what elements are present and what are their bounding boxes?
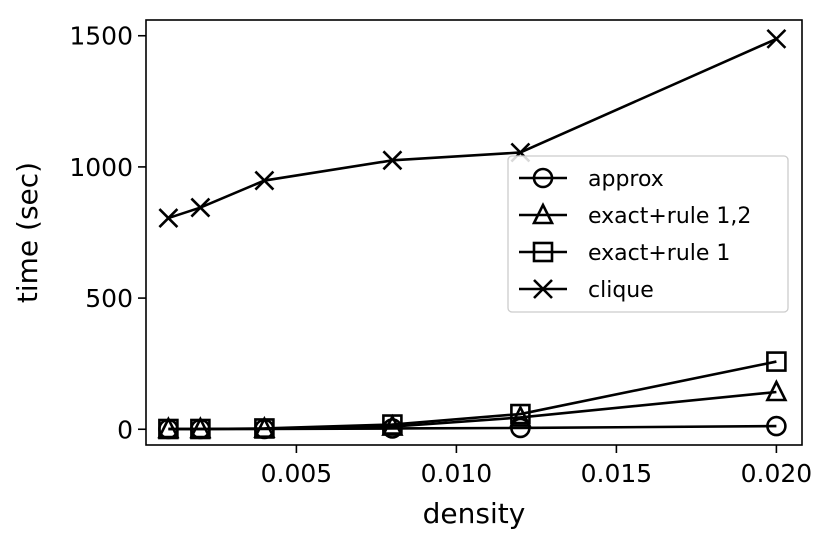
legend-label: exact+rule 1 bbox=[588, 241, 730, 266]
legend-label: approx bbox=[588, 167, 664, 192]
legend-item: exact+rule 1 bbox=[519, 241, 730, 266]
y-axis: 0 500 1000 1500 bbox=[69, 22, 146, 444]
data-point bbox=[510, 403, 531, 425]
data-point bbox=[190, 418, 211, 440]
data-point bbox=[158, 418, 179, 440]
data-point bbox=[766, 351, 787, 372]
legend-marker bbox=[532, 241, 554, 263]
legend-marker bbox=[533, 279, 553, 299]
data-point bbox=[254, 170, 275, 191]
legend: approx exact+rule 1,2 exact+rule 1 clique bbox=[507, 155, 789, 313]
y-tick-label: 1000 bbox=[69, 153, 133, 182]
legend-label: exact+rule 1,2 bbox=[588, 204, 751, 229]
legend-item: exact+rule 1,2 bbox=[519, 202, 751, 229]
x-tick-label: 0.005 bbox=[261, 459, 333, 488]
legend-box bbox=[507, 155, 789, 313]
x-axis-label: density bbox=[423, 497, 526, 530]
data-point bbox=[382, 150, 403, 171]
legend-label: clique bbox=[588, 278, 654, 303]
data-point bbox=[509, 404, 532, 427]
series-x bbox=[158, 28, 787, 228]
data-point bbox=[190, 197, 211, 218]
y-axis-label: time (sec) bbox=[11, 162, 44, 303]
data-point bbox=[254, 418, 275, 439]
y-tick-label: 0 bbox=[117, 415, 133, 444]
x-tick-label: 0.020 bbox=[741, 459, 813, 488]
data-point bbox=[510, 417, 531, 439]
legend-marker bbox=[532, 167, 554, 189]
plot-frame bbox=[145, 19, 803, 446]
x-tick-label: 0.015 bbox=[581, 459, 653, 488]
series-line bbox=[168, 390, 777, 431]
y-tick-label: 500 bbox=[85, 284, 133, 313]
y-tick-label: 1500 bbox=[69, 22, 133, 51]
series-line bbox=[167, 37, 777, 220]
legend-item: clique bbox=[519, 278, 654, 303]
x-axis: 0.005 0.010 0.015 0.020 bbox=[261, 445, 813, 488]
data-point bbox=[766, 415, 787, 437]
legend-item: approx bbox=[519, 167, 664, 192]
data-point bbox=[158, 208, 179, 228]
x-tick-label: 0.010 bbox=[421, 459, 493, 488]
data-point bbox=[766, 28, 787, 49]
data-point bbox=[382, 414, 403, 435]
legend-marker bbox=[531, 202, 555, 225]
plot-area bbox=[145, 19, 803, 446]
series-square bbox=[158, 351, 787, 440]
data-point bbox=[765, 379, 788, 402]
series-line bbox=[168, 360, 777, 431]
